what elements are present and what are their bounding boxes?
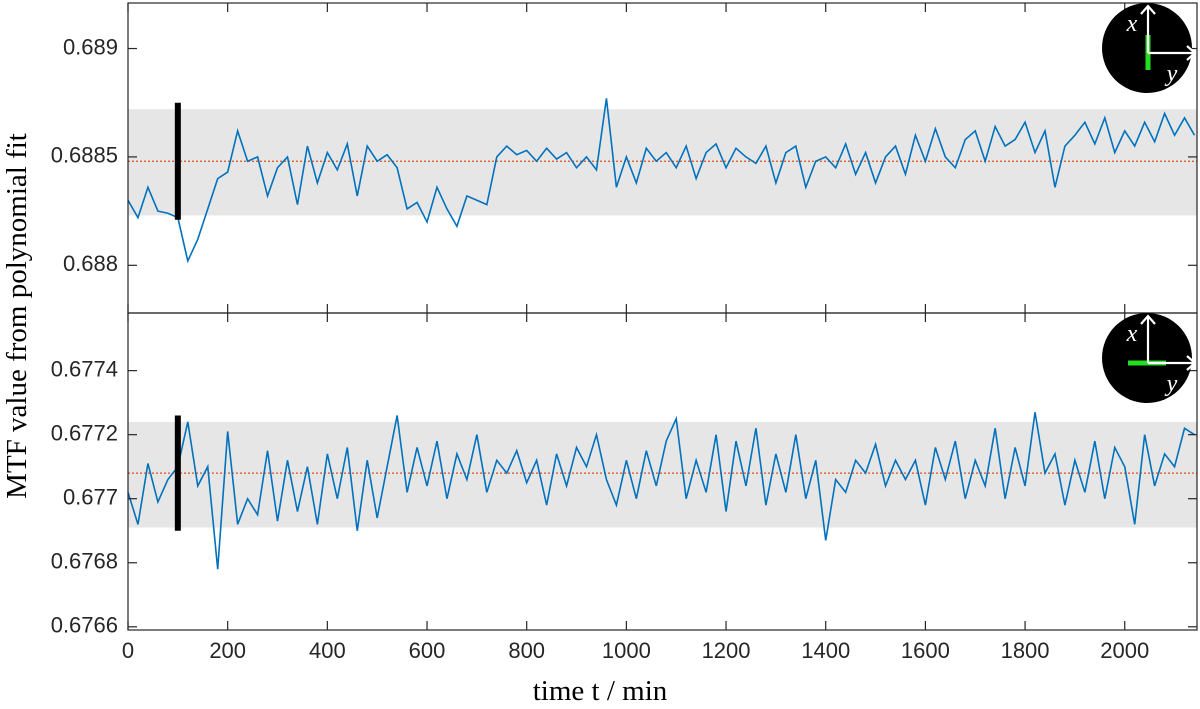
y-tick-label: 0.688 xyxy=(63,251,118,276)
y-tick-label: 0.6772 xyxy=(51,420,118,445)
x-tick-label: 2000 xyxy=(1100,638,1149,663)
x-tick-label: 1800 xyxy=(1001,638,1050,663)
y-axis-title: MTF value from polynomial fit xyxy=(1,133,33,499)
y-tick-label: 0.6774 xyxy=(51,356,118,381)
x-tick-label: 400 xyxy=(309,638,346,663)
x-tick-label: 800 xyxy=(508,638,545,663)
y-tick-label: 0.6766 xyxy=(51,613,118,638)
data-line xyxy=(127,412,1195,570)
inset-label: x xyxy=(1126,11,1138,37)
confidence-band xyxy=(128,421,1197,528)
x-tick-label: 1200 xyxy=(702,638,751,663)
inset-axes xyxy=(1140,314,1197,371)
confidence-band xyxy=(128,109,1197,216)
y-tick-label: 0.6768 xyxy=(51,549,118,574)
inset-label: y xyxy=(1165,61,1178,87)
x-tick-label: 1000 xyxy=(602,638,651,663)
x-tick-label: 1400 xyxy=(801,638,850,663)
x-tick-label: 1600 xyxy=(901,638,950,663)
y-tick-label: 0.689 xyxy=(63,34,118,59)
plot-frame xyxy=(127,312,1198,631)
inset-label: y xyxy=(1165,371,1178,397)
x-tick-label: 0 xyxy=(122,638,134,663)
inset-label: x xyxy=(1126,321,1138,347)
x-axis-title: time t / min xyxy=(533,675,668,707)
x-tick-label: 600 xyxy=(409,638,446,663)
inset-axes xyxy=(1140,4,1197,61)
y-tick-label: 0.6885 xyxy=(51,143,118,168)
y-tick-label: 0.677 xyxy=(63,485,118,510)
x-tick-label: 200 xyxy=(209,638,246,663)
data-line xyxy=(127,98,1196,264)
